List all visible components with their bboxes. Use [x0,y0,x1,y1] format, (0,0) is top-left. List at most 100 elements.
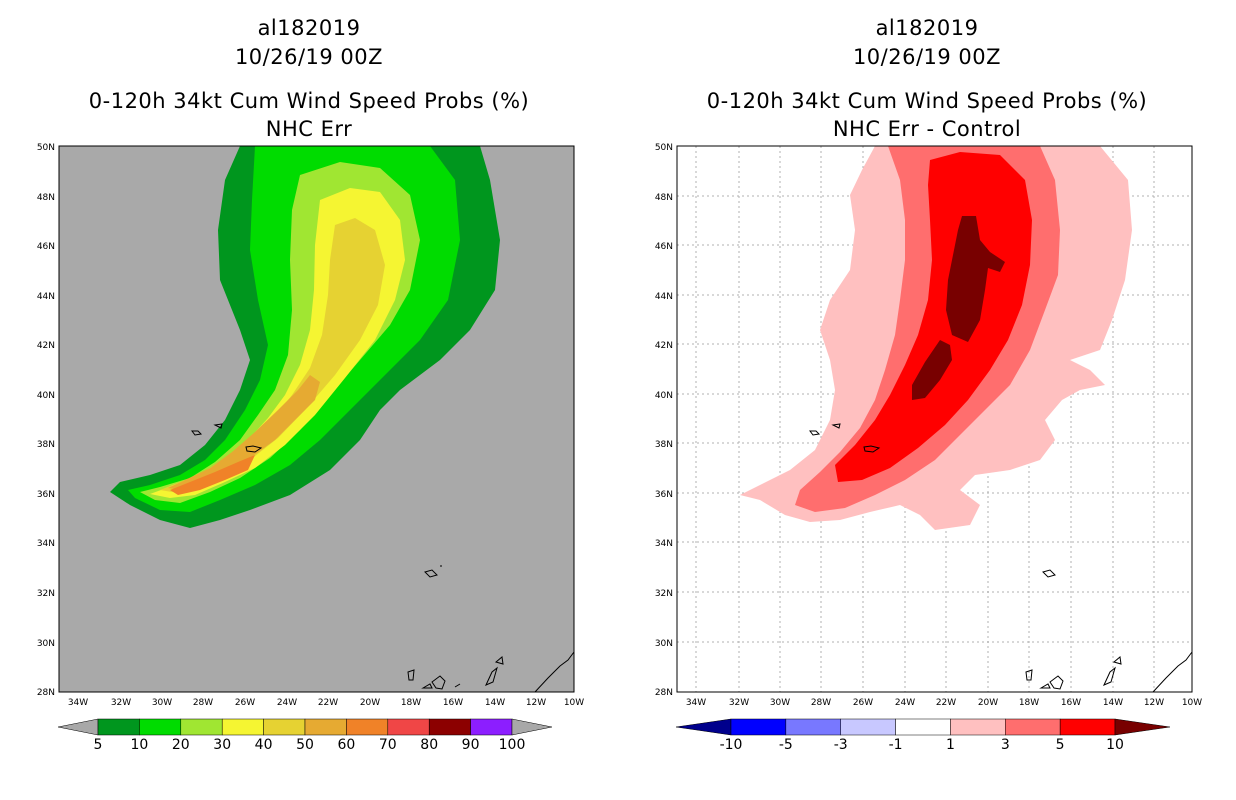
left-lat-label: 32N [37,589,55,599]
left-colorbar-box [221,718,264,736]
right-island-canary-6 [1112,656,1122,665]
right-colorbar-box [840,718,896,736]
left-lon-label: 28W [193,698,213,708]
right-contour-above-10 [946,216,1005,342]
right-lon-label: 14W [1103,698,1123,708]
right-coastlines [809,423,1193,693]
left-colorbar-labels: 5 10 20 30 40 50 60 70 80 90 100 [94,737,526,753]
right-island-canary-5 [1103,666,1116,686]
right-lat-label: 34N [655,539,673,549]
left-lat-label: 50N [37,143,55,153]
right-lat-label: 48N [655,193,673,203]
right-colorbar-high-arrow [1114,718,1171,736]
left-lat-label: 36N [37,490,55,500]
left-contour-60 [170,455,255,495]
left-map: 50N 48N 46N 44N 42N 40N 38N 36N 34N 32N … [37,143,584,708]
right-lat-label: 50N [655,143,673,153]
right-lon-label: 22W [936,698,956,708]
left-lat-label: 42N [37,341,55,351]
right-lat-label: 40N [655,391,673,401]
left-island-madeira [424,569,438,578]
left-island-canary-4 [454,683,461,688]
right-island-terceira [863,445,881,453]
right-colorbar-label: 3 [1001,737,1010,753]
right-island-flores [809,430,821,436]
right-island-graciosa [831,423,841,429]
left-colorbar-box [387,718,430,736]
left-colorbar-label: 80 [420,737,438,753]
left-lat-label: 48N [37,193,55,203]
left-lon-label: 24W [277,698,297,708]
left-colorbar: 5 10 20 30 40 50 60 70 80 90 100 [57,718,553,753]
left-lat-labels: 50N 48N 46N 44N 42N 40N 38N 36N 34N 32N … [37,143,55,698]
right-lat-label: 32N [655,589,673,599]
left-lon-label: 14W [485,698,505,708]
right-lat-label: 44N [655,292,673,302]
right-colorbar-box [730,718,787,736]
right-colorbar-box [895,718,951,736]
left-colorbar-label: 50 [296,737,314,753]
right-colorbar-label: 1 [946,737,955,753]
right-lon-label: 28W [811,698,831,708]
right-product-title: 0-120h 34kt Cum Wind Speed Probs (%) [706,89,1148,113]
left-colorbar-box [346,718,389,736]
left-africa-coast [534,651,575,693]
right-difference-contours [740,146,1132,530]
left-island-graciosa [213,423,223,429]
right-lon-label: 12W [1144,698,1164,708]
right-subtitle: NHC Err - Control [832,117,1022,141]
left-storm-id: al182019 [257,16,361,40]
left-lon-label: 22W [318,698,338,708]
left-product-title: 0-120h 34kt Cum Wind Speed Probs (%) [88,89,530,113]
left-colorbar-label: 100 [499,737,526,753]
left-colorbar-label: 40 [255,737,273,753]
left-island-canary-5 [485,666,498,686]
left-lon-label: 30W [152,698,172,708]
right-colorbar-label: -1 [889,737,903,753]
right-lon-label: 34W [686,698,706,708]
left-colorbar-box [304,718,347,736]
right-colorbar-box [1005,718,1061,736]
left-colorbar-label: 90 [462,737,480,753]
right-lat-labels: 50N 48N 46N 44N 42N 40N 38N 36N 34N 32N … [655,143,673,698]
right-lon-label: 26W [853,698,873,708]
right-colorbar-label: -3 [834,737,848,753]
left-lat-label: 28N [37,688,55,698]
left-island-canary-1 [407,669,415,681]
right-lat-label: 38N [655,440,673,450]
left-colorbar-label: 10 [130,737,148,753]
right-lon-label: 16W [1061,698,1081,708]
right-colorbar-boxes [675,718,1171,736]
left-contour-50 [168,375,320,490]
left-colorbar-boxes [57,718,553,736]
left-lat-label: 30N [37,639,55,649]
right-map: 50N 48N 46N 44N 42N 40N 38N 36N 34N 32N … [655,143,1202,708]
left-lon-label: 18W [401,698,421,708]
left-colorbar-label: 70 [379,737,397,753]
left-lat-label: 46N [37,242,55,252]
left-lon-label: 12W [526,698,546,708]
left-colorbar-box [97,718,140,736]
right-lon-label: 18W [1019,698,1039,708]
right-lat-label: 30N [655,639,673,649]
left-colorbar-high-arrow [511,718,553,736]
left-colorbar-label: 5 [94,737,103,753]
left-colorbar-low-arrow [57,718,99,736]
left-coastlines [191,423,575,693]
left-island-canary-3 [431,675,446,690]
left-lon-label: 20W [360,698,380,708]
right-island-canary-3 [1049,675,1064,690]
right-africa-coast [1152,651,1193,693]
left-lon-label: 32W [111,698,131,708]
left-island-flores [191,430,203,436]
left-contour-40 [160,218,385,492]
right-lon-label: 10W [1182,698,1202,708]
right-lon-labels: 34W 32W 30W 28W 26W 24W 22W 20W 18W 16W … [686,698,1202,708]
right-island-madeira [1042,569,1056,578]
left-probability-contours [110,146,500,528]
right-colorbar-box [1059,718,1116,736]
right-island-canary-1 [1025,669,1033,681]
left-colorbar-label: 30 [213,737,231,753]
right-lat-label: 46N [655,242,673,252]
right-colorbar-label: 5 [1056,737,1065,753]
